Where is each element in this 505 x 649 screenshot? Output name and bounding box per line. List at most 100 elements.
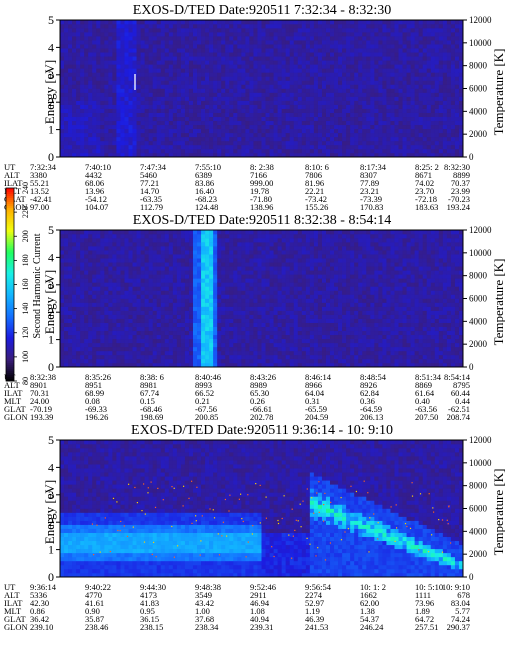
heatmap-cell (201, 314, 206, 319)
heatmap-cell (168, 32, 174, 37)
heatmap-cell (362, 108, 367, 113)
heatmap-cell (144, 128, 149, 134)
heatmap-cell (64, 92, 69, 97)
heatmap-cell (430, 148, 436, 154)
heatmap-cell (100, 274, 105, 279)
heatmap-cell (80, 250, 85, 255)
heatmap-cell (76, 274, 81, 279)
heatmap-cell (253, 80, 258, 85)
heatmap-cell (140, 68, 145, 73)
heatmap-cell (144, 60, 149, 65)
heatmap-cell (160, 80, 166, 85)
heatmap-cell (281, 116, 286, 122)
heatmap-cell (209, 28, 214, 33)
heatmap-cell (386, 124, 391, 130)
heatmap-cell (358, 92, 363, 97)
heatmap-cell (88, 120, 93, 126)
heatmap-cell (422, 88, 428, 93)
heatmap-cell (209, 346, 214, 352)
heatmap-cell (277, 140, 282, 146)
heatmap-cell (269, 56, 274, 61)
heatmap-cell (180, 76, 186, 81)
heatmap-cell (72, 306, 77, 311)
heatmap-cell (120, 120, 125, 126)
heatmap-cell (80, 56, 85, 61)
heatmap-cell (192, 362, 198, 368)
heatmap-cell (309, 88, 315, 93)
heatmap-cell (148, 250, 153, 255)
heatmap-cell (249, 144, 254, 150)
heatmap-cell (458, 56, 464, 61)
heatmap-cell (289, 92, 295, 97)
heatmap-cell (281, 144, 286, 150)
heatmap-cell (132, 278, 137, 283)
heatmap-cell (176, 354, 182, 360)
heatmap-cell (313, 124, 319, 130)
heatmap-cell (192, 144, 198, 150)
heatmap-cell (201, 262, 206, 267)
heatmap-cell (192, 278, 198, 283)
heatmap-cell (64, 124, 69, 130)
heatmap-cell (313, 136, 319, 142)
heatmap-cell (152, 298, 158, 303)
heatmap-cell (205, 282, 210, 287)
heatmap-cell (390, 116, 395, 122)
heatmap-cell (120, 36, 125, 41)
heatmap-cell (172, 108, 178, 113)
heatmap-cell (188, 120, 194, 126)
heatmap-cell (168, 112, 174, 118)
heatmap-cell (92, 238, 97, 243)
heatmap-cell (237, 152, 242, 158)
heatmap-cell (362, 64, 367, 69)
heatmap-cell (100, 108, 105, 113)
heatmap-cell (305, 72, 311, 77)
heatmap-cell (104, 128, 109, 134)
heatmap-cell (188, 56, 194, 61)
heatmap-cell (168, 88, 174, 93)
heatmap-cell (96, 262, 101, 267)
heatmap-cell (225, 80, 230, 85)
heatmap-cell (60, 250, 65, 255)
heatmap-cell (180, 144, 186, 150)
heatmap-cell (156, 40, 162, 45)
info-cell: 999.00 (250, 178, 273, 188)
heatmap-cell (188, 128, 194, 134)
heatmap-cell (192, 96, 198, 101)
heatmap-cell (60, 362, 65, 368)
heatmap-cell (370, 80, 375, 85)
heatmap-cell (277, 80, 282, 85)
heatmap-cell (120, 80, 125, 85)
heatmap-cell (454, 92, 460, 97)
heatmap-cell (213, 318, 218, 323)
heatmap-cell (237, 354, 242, 360)
heatmap-cell (128, 234, 133, 239)
heatmap-cell (418, 28, 423, 33)
heatmap-cell (64, 242, 69, 247)
heatmap-cell (410, 68, 415, 73)
heatmap-cell (285, 124, 291, 130)
heatmap-cell (128, 338, 133, 344)
heatmap-cell (370, 112, 375, 118)
heatmap-cell (366, 104, 371, 109)
heatmap-cell (76, 286, 81, 291)
heatmap-cell (454, 28, 460, 33)
heatmap-cell (209, 270, 214, 275)
heatmap-cell (342, 72, 347, 77)
heatmap-cell (168, 60, 174, 65)
heatmap-cell (160, 20, 166, 25)
heatmap-cell (233, 76, 238, 81)
heatmap-cell (305, 140, 311, 146)
heatmap-cell (313, 56, 319, 61)
heatmap-cell (80, 306, 85, 311)
heatmap-cell (313, 116, 319, 122)
heatmap-cell (446, 108, 452, 113)
heatmap-cell (237, 36, 242, 41)
heatmap-cell (68, 346, 73, 352)
heatmap-cell (330, 84, 335, 89)
heatmap-cell (124, 270, 129, 275)
heatmap-cell (140, 24, 145, 29)
heatmap-cell (289, 132, 295, 138)
heatmap-cell (164, 72, 170, 77)
heatmap-cell (100, 84, 105, 89)
heatmap-cell (197, 56, 202, 61)
